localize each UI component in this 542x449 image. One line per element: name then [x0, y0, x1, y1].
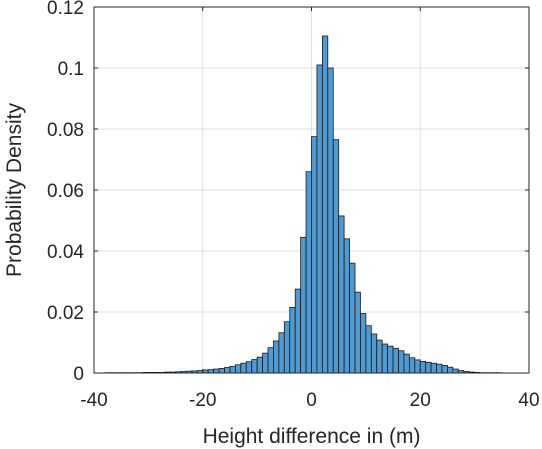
histogram-bar: [224, 367, 231, 374]
histogram-bar: [447, 366, 454, 374]
histogram-bar: [278, 332, 285, 374]
histogram-bar: [338, 215, 345, 374]
histogram-bar: [343, 238, 350, 374]
histogram-bar: [321, 35, 329, 374]
histogram-bar: [256, 356, 263, 374]
y-tick-label: 0.04: [47, 242, 84, 263]
histogram-bar: [251, 359, 258, 374]
x-tick-label: 20: [410, 390, 431, 411]
histogram-bar: [283, 321, 291, 374]
histogram-bar: [273, 340, 280, 374]
histogram-bar: [408, 357, 416, 374]
histogram-bar: [240, 362, 247, 374]
histogram-bar: [398, 350, 405, 374]
y-tick-label: 0: [73, 364, 84, 385]
histogram-bar: [387, 345, 394, 374]
histogram-bar: [289, 307, 296, 374]
histogram-bar: [414, 359, 421, 374]
histogram-bar: [234, 364, 242, 374]
histogram-bar: [327, 67, 334, 374]
x-tick-labels: -40 -20 0 20 40: [80, 390, 539, 411]
y-tick-label: 0.02: [47, 303, 84, 324]
histogram-bar: [332, 139, 340, 374]
histogram-bar: [360, 313, 367, 374]
y-tick-label: 0.08: [47, 120, 84, 141]
y-tick-label: 0.1: [58, 59, 84, 80]
histogram-bar: [300, 236, 307, 374]
y-tick-label: 0.06: [47, 181, 84, 202]
histogram-bar: [311, 136, 318, 374]
x-tick-label: 0: [306, 390, 317, 411]
y-tick-label: 0.12: [47, 0, 84, 19]
histogram-bar: [229, 365, 236, 374]
histogram-bar: [430, 362, 437, 374]
histogram-bar: [349, 262, 356, 374]
histogram-bar: [403, 353, 410, 374]
histogram-bar: [452, 368, 459, 374]
axis-ticks: [93, 6, 530, 374]
x-tick-label: 40: [518, 390, 539, 411]
histogram-bar: [213, 368, 220, 374]
histogram-bar: [441, 364, 448, 374]
histogram-bars: [104, 35, 503, 374]
x-tick-label: -20: [189, 390, 216, 411]
histogram-bar: [392, 347, 399, 374]
histogram-bar: [207, 369, 215, 374]
histogram-bar: [354, 291, 361, 374]
histogram-bar: [436, 363, 443, 374]
histogram-bar: [262, 352, 269, 374]
histogram-bar: [425, 361, 432, 374]
histogram-bar: [305, 171, 312, 374]
histogram-bar: [376, 339, 383, 374]
y-tick-labels: 0 0.02 0.04 0.06 0.08 0.1 0.12: [47, 0, 84, 385]
grid-lines: [94, 7, 529, 373]
histogram-bar: [218, 368, 225, 374]
x-tick-label: -40: [80, 390, 107, 411]
histogram-bar: [419, 361, 427, 374]
histogram-bar: [245, 361, 253, 374]
x-axis-title: Height difference in (m): [203, 425, 421, 448]
y-axis-title: Probability Density: [3, 103, 26, 277]
histogram-bar: [267, 347, 274, 374]
histogram-bar: [294, 288, 302, 374]
histogram-bar: [365, 325, 372, 374]
histogram-bar: [316, 64, 323, 374]
histogram-bar: [370, 333, 378, 374]
histogram-bar: [381, 343, 389, 374]
